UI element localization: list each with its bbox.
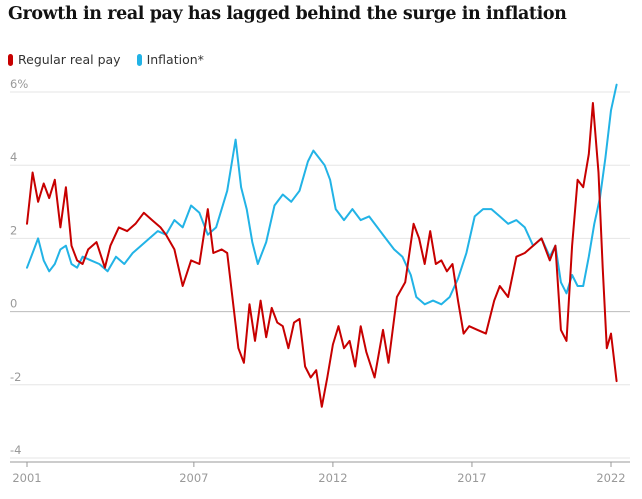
y-tick-label-4: -2 [10, 370, 21, 384]
x-tick-label-0: 2001 [12, 471, 41, 485]
x-tick-label-2: 2012 [318, 471, 347, 485]
series-line-inflation [26, 83, 618, 306]
y-tick-label-5: -4 [10, 443, 21, 457]
x-tick-label-4: 2022 [596, 471, 625, 485]
legend-label-inflation: Inflation* [146, 52, 204, 67]
y-tick-label-3: 0 [10, 297, 17, 311]
legend-swatch-regular-real-pay [8, 53, 13, 66]
x-tick-label-1: 2007 [179, 471, 208, 485]
legend-swatch-inflation [136, 53, 142, 66]
series-line-regular-real-pay [26, 102, 618, 408]
chart-legend: Regular real pay Inflation* [8, 52, 220, 67]
legend-item-inflation: Inflation* [136, 52, 204, 67]
y-tick-label-0: 6% [10, 77, 28, 91]
y-tick-label-2: 2 [10, 223, 17, 237]
y-tick-label-1: 4 [10, 150, 17, 164]
x-tick-label-3: 2017 [457, 471, 486, 485]
chart-title: Growth in real pay has lagged behind the… [8, 4, 567, 24]
legend-label-regular-real-pay: Regular real pay [18, 52, 121, 67]
legend-item-regular-real-pay: Regular real pay [8, 52, 121, 67]
